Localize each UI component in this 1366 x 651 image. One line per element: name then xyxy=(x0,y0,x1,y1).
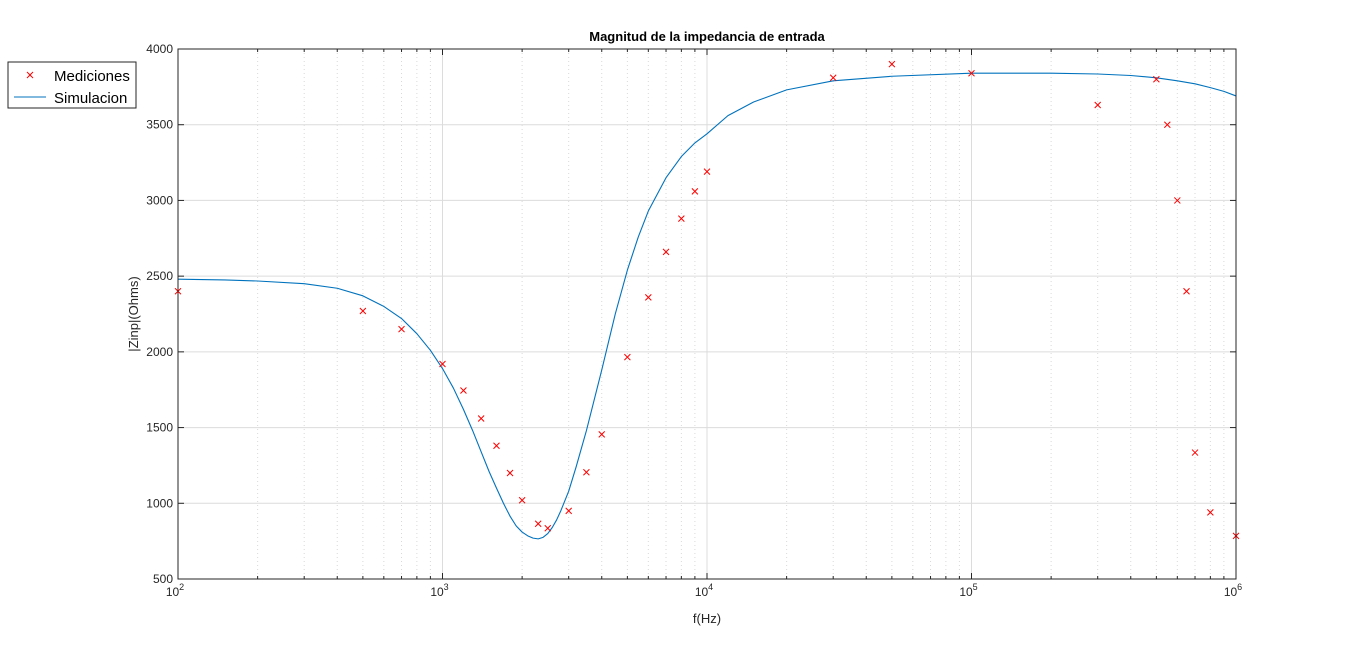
measurement-point xyxy=(678,215,685,222)
legend: Mediciones Simulacion xyxy=(7,61,137,109)
measurement-point xyxy=(477,415,485,422)
measurement-point xyxy=(644,293,652,301)
measurement-point xyxy=(1094,101,1102,109)
measurement-point xyxy=(398,325,405,333)
measurement-point xyxy=(888,60,896,68)
y-tick-label: 3500 xyxy=(146,118,173,132)
y-axis-label: |Zinp|(Ohms) xyxy=(126,276,141,351)
measurement-point xyxy=(703,168,711,176)
legend-label-simulacion: Simulacion xyxy=(54,90,127,107)
y-tick-label: 3000 xyxy=(146,193,173,207)
simulation-series xyxy=(177,72,1237,540)
measurement-point xyxy=(968,69,975,77)
y-tick-label: 1000 xyxy=(146,496,173,510)
y-tick-label: 2500 xyxy=(146,269,173,283)
measurement-point xyxy=(662,248,670,256)
measurement-point xyxy=(1173,197,1181,204)
measurement-point xyxy=(565,507,573,515)
measurement-point xyxy=(439,360,446,368)
y-tick-label: 4000 xyxy=(146,42,173,56)
chart-title: Magnitud de la impedancia de entrada xyxy=(589,29,825,44)
legend-box xyxy=(7,61,137,109)
measurement-point xyxy=(829,74,837,82)
measurement-point xyxy=(534,520,542,528)
legend-marker-x xyxy=(26,71,34,79)
measurement-point xyxy=(1163,121,1171,129)
x-axis-label: f(Hz) xyxy=(693,611,721,626)
measurement-point xyxy=(544,524,552,532)
measurement-point xyxy=(460,387,467,394)
legend-label-mediciones: Mediciones xyxy=(54,68,130,85)
measurement-point xyxy=(1183,287,1190,295)
measurement-point xyxy=(518,496,526,504)
measurement-point xyxy=(1207,509,1214,516)
measurement-point xyxy=(506,469,514,477)
y-tick-label: 2000 xyxy=(146,345,173,359)
y-tick-label: 1500 xyxy=(146,421,173,435)
measurement-point xyxy=(1153,75,1160,83)
measurement-point xyxy=(691,187,699,195)
measurement-point xyxy=(583,468,590,476)
measurement-point xyxy=(1191,449,1199,456)
simulation-line xyxy=(177,72,1237,540)
measurement-point xyxy=(598,431,606,438)
y-tick-label: 500 xyxy=(153,572,173,586)
measurement-point xyxy=(624,353,631,361)
grid xyxy=(178,49,1236,579)
measurement-point xyxy=(359,307,367,315)
measurement-point xyxy=(493,442,500,450)
